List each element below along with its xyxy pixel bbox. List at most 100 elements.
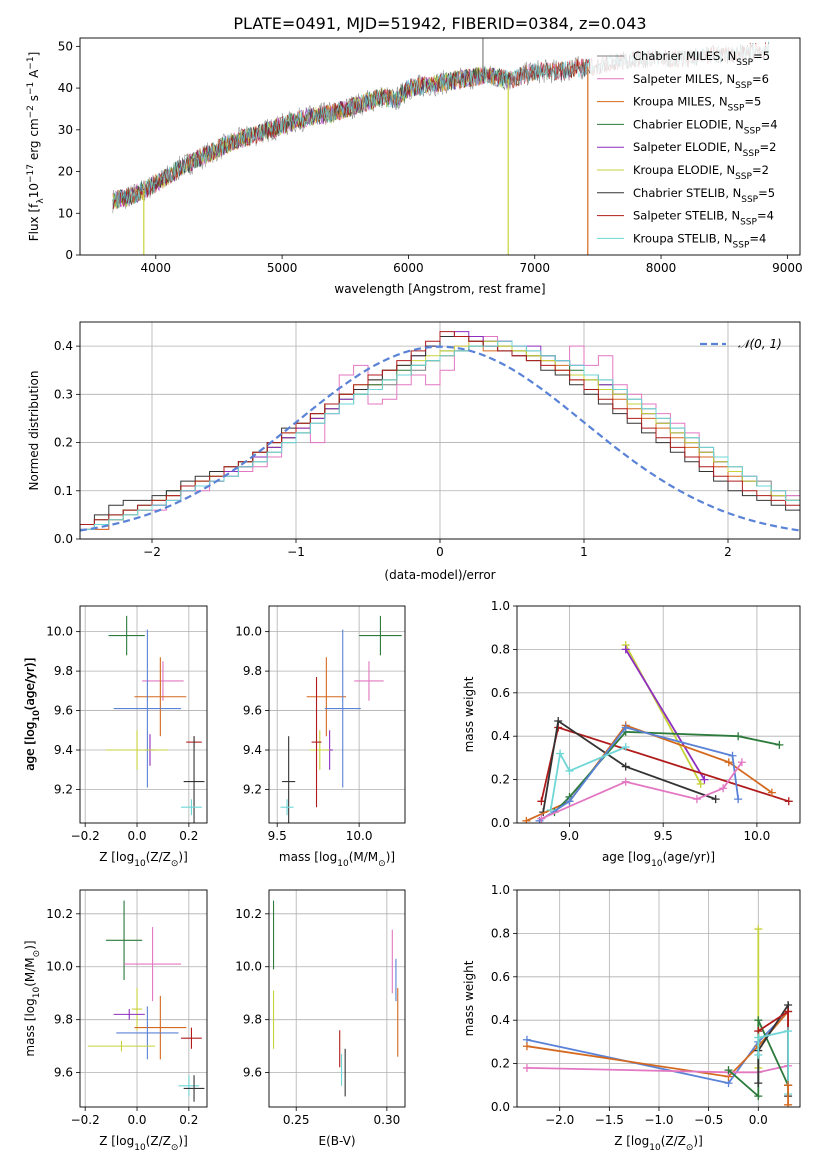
y-tick-label: 0.2: [54, 436, 73, 450]
y-tick-label: 0.2: [491, 1057, 510, 1071]
y-axis-label: Normed distribution: [27, 371, 41, 491]
x-tick-label: 0.0: [749, 1113, 768, 1127]
series-line: [526, 1064, 789, 1074]
x-tick-label: 0: [436, 545, 444, 559]
x-tick-label: 6000: [393, 261, 424, 275]
series-marker: [692, 795, 701, 804]
y-tick-label: 9.8: [243, 664, 262, 678]
series-marker: [734, 732, 743, 741]
y-tick-label: 9.6: [54, 704, 73, 718]
label-part: SSP: [736, 58, 753, 68]
series-marker: [621, 723, 630, 732]
series-marker: [754, 1016, 763, 1025]
label-part: Kroupa STELIB, N: [633, 231, 733, 245]
x-tick-label: −1: [287, 545, 305, 559]
label-part: wavelength [Angstrom, rest frame]: [334, 282, 545, 296]
y-axis-label: mass weight: [462, 960, 476, 1036]
label-part: ⊙: [171, 1143, 179, 1153]
label-part: Z [log: [614, 1134, 649, 1148]
label-part: 10: [337, 859, 349, 869]
label-part: SSP: [743, 149, 760, 159]
label-part: (age/yr)]: [23, 658, 37, 710]
x-tick-label: 9.0: [560, 829, 579, 843]
y-tick-label: 9.6: [54, 1066, 73, 1080]
label-part: =2: [760, 140, 777, 154]
y-axis-label: age [log10(age/yr)]: [23, 657, 42, 770]
y-tick-label: 0.4: [491, 1013, 510, 1027]
age-weight-plot: [522, 641, 793, 823]
series-marker: [737, 758, 746, 767]
series-marker: [754, 1050, 763, 1059]
label-part: 10: [32, 710, 42, 722]
series-marker: [724, 758, 733, 767]
label-part: mass [log: [279, 850, 337, 864]
y-tick-label: 1.0: [491, 883, 510, 897]
label-part: 10: [649, 1143, 661, 1153]
series-marker: [696, 779, 705, 788]
z-mass-frame: [79, 889, 208, 1108]
label-part: λ: [36, 198, 46, 204]
z-mass-plot: [87, 900, 205, 1102]
series-marker: [767, 788, 776, 797]
y-tick-label: 0.8: [491, 926, 510, 940]
y-axis-label: mass weight: [462, 676, 476, 752]
series-marker: [621, 645, 630, 654]
label-part: 10: [134, 1143, 146, 1153]
label-part: )]: [178, 850, 187, 864]
label-part: =5: [758, 186, 775, 200]
histogram-step: [80, 340, 800, 539]
y-tick-label: 9.8: [54, 664, 73, 678]
series-marker: [700, 775, 709, 784]
series-marker: [522, 1063, 531, 1072]
y-tick-label: 10.0: [235, 625, 262, 639]
y-tick-label: 0.6: [491, 970, 510, 984]
x-tick-label: −2: [143, 545, 161, 559]
label-part: ]: [27, 52, 41, 57]
legend-entry: Salpeter STELIB, NSSP=4: [633, 209, 774, 228]
ebv-mass-frame: [268, 889, 406, 1108]
ebv-mass-plot: [272, 900, 399, 1097]
series-marker: [719, 784, 728, 793]
x-axis-label: E(B-V): [318, 1134, 355, 1148]
figure-title: PLATE=0491, MJD=51942, FIBERID=0384, z=0…: [233, 14, 646, 33]
y-tick-label: 0.0: [491, 816, 510, 830]
series-marker: [724, 1066, 733, 1075]
x-tick-label: 7000: [519, 261, 550, 275]
residuals-plot: [80, 331, 800, 539]
label-part: mass [log: [23, 998, 37, 1056]
series-marker: [522, 816, 531, 823]
x-tick-label: 10.0: [744, 829, 771, 843]
series-line: [549, 746, 627, 811]
label-part: )]: [693, 1134, 702, 1148]
z-weight-frame: [516, 889, 801, 1108]
x-tick-label: −0.5: [694, 1113, 723, 1127]
series-line: [542, 719, 717, 813]
series-marker: [734, 795, 743, 804]
label-part: −2: [26, 105, 36, 118]
x-tick-label: 0.0: [127, 829, 146, 843]
x-tick-label: −0.2: [71, 1113, 100, 1127]
x-tick-label: 1: [580, 545, 588, 559]
y-tick-label: 9.4: [243, 743, 262, 757]
label-part: =4: [761, 117, 778, 131]
x-tick-label: −0.2: [71, 829, 100, 843]
y-tick-label: 9.2: [243, 782, 262, 796]
label-part: Salpeter ELODIE, N: [633, 140, 743, 154]
label-part: (age/yr)]: [663, 850, 715, 864]
label-part: (Z/Z: [146, 1134, 171, 1148]
series-marker: [546, 805, 555, 814]
z-age-axes: −0.2 0.0 0.29.29.49.69.810.0Z [log10(Z/Z⊙)…: [23, 606, 207, 869]
legend-entry: Chabrier MILES, NSSP=5: [633, 49, 770, 68]
series-marker: [754, 1092, 763, 1101]
ebv-mass-axes: 0.25 0.30 9.6 9.8 10.0 10.2 E(B-V): [235, 890, 405, 1148]
x-axis-label: age [log10(age/yr)]: [602, 850, 715, 869]
spectrum-line: [112, 58, 588, 207]
label-part: )]: [386, 850, 395, 864]
label-part: (age/yr)]: [23, 657, 37, 709]
y-tick-label: 20: [58, 165, 73, 179]
label-part: (Z/Z: [661, 1134, 686, 1148]
label-part: erg cm: [27, 118, 41, 164]
label-part: 10: [32, 710, 42, 722]
label-part: A: [27, 69, 41, 82]
